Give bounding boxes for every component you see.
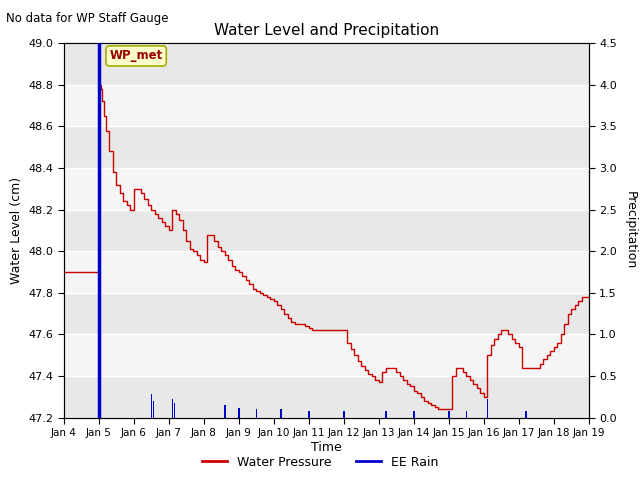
Bar	[64, 126, 589, 168]
Bar	[385, 411, 387, 418]
Bar	[448, 411, 449, 418]
Y-axis label: Precipitation: Precipitation	[623, 191, 636, 270]
Bar	[64, 43, 589, 85]
Bar	[173, 403, 175, 418]
Bar	[486, 399, 488, 418]
Bar	[64, 335, 589, 376]
Bar	[256, 409, 257, 418]
Y-axis label: Water Level (cm): Water Level (cm)	[10, 177, 23, 284]
Bar	[224, 405, 226, 418]
Bar	[466, 411, 467, 418]
Bar	[172, 399, 173, 418]
Bar	[280, 409, 282, 418]
Bar	[64, 210, 589, 251]
Bar	[64, 376, 589, 418]
Bar	[64, 293, 589, 335]
Bar	[525, 411, 527, 418]
X-axis label: Time: Time	[311, 441, 342, 454]
Bar	[100, 397, 101, 418]
Bar	[64, 251, 589, 293]
Bar	[238, 408, 239, 418]
Bar	[151, 394, 152, 418]
Bar	[99, 388, 100, 418]
Bar	[64, 168, 589, 210]
Bar	[152, 401, 154, 418]
Legend: Water Pressure, EE Rain: Water Pressure, EE Rain	[196, 451, 444, 474]
Title: Water Level and Precipitation: Water Level and Precipitation	[214, 23, 439, 38]
Text: WP_met: WP_met	[109, 49, 163, 62]
Bar	[64, 85, 589, 126]
Text: No data for WP Staff Gauge: No data for WP Staff Gauge	[6, 12, 169, 25]
Bar	[413, 411, 415, 418]
Bar	[343, 411, 344, 418]
Bar	[99, 43, 100, 418]
Bar	[308, 411, 310, 418]
